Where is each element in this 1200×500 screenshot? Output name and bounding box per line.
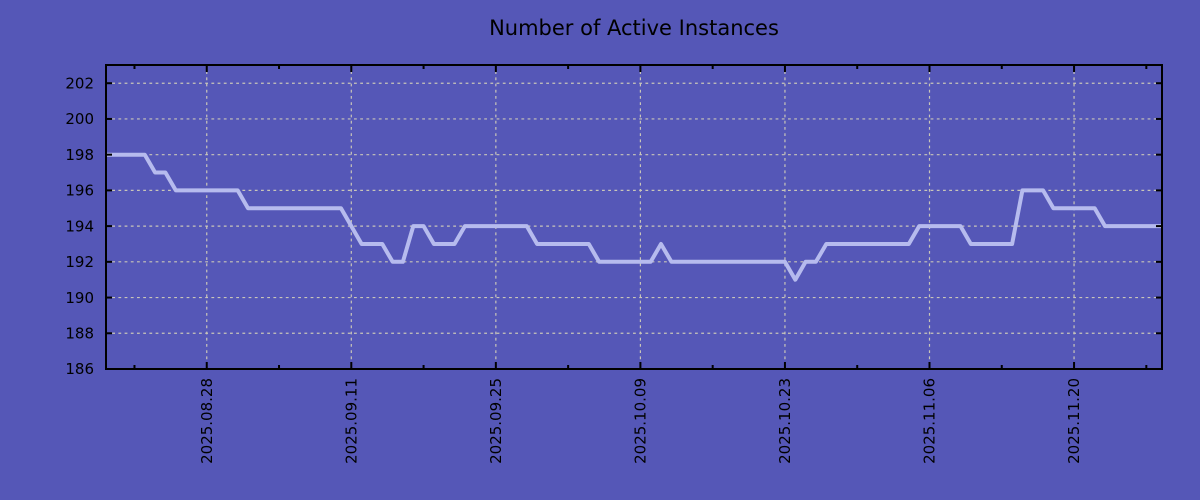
y-tick-label: 188 [65, 324, 94, 342]
chart-title: Number of Active Instances [489, 16, 779, 40]
y-tick-label: 190 [65, 289, 94, 307]
y-tick-label: 192 [65, 253, 94, 271]
y-tick-label: 194 [65, 217, 94, 235]
x-tick-label: 2025.09.25 [487, 378, 505, 464]
x-tick-label: 2025.11.20 [1065, 378, 1083, 464]
x-tick-label: 2025.10.23 [776, 378, 794, 464]
y-tick-label: 196 [65, 182, 94, 200]
y-tick-label: 186 [65, 360, 94, 378]
x-tick-label: 2025.08.28 [198, 378, 216, 464]
y-tick-label: 202 [65, 74, 94, 92]
y-tick-label: 198 [65, 146, 94, 164]
y-tick-label: 200 [65, 110, 94, 128]
series-line [107, 152, 1161, 282]
x-tick-label: 2025.09.11 [342, 378, 360, 464]
x-tick-label: 2025.11.06 [921, 378, 939, 464]
x-tick-label: 2025.10.09 [631, 378, 649, 464]
plot-border [105, 64, 1163, 370]
